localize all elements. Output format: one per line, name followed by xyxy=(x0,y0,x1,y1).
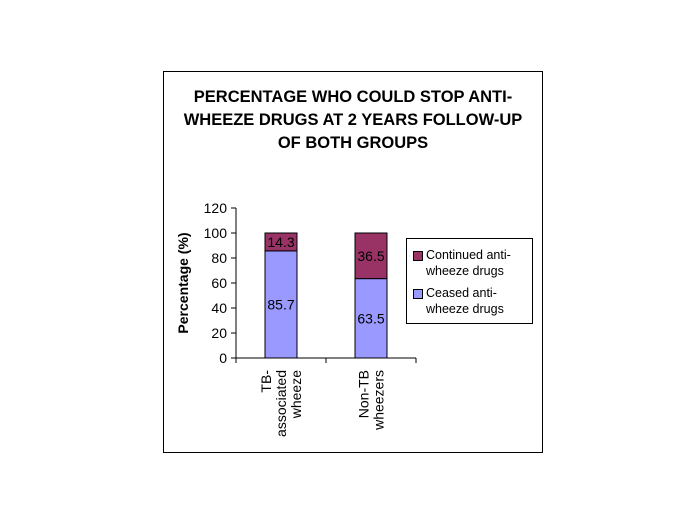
y-tick-label: 100 xyxy=(204,225,228,241)
y-tick-label: 60 xyxy=(211,275,227,291)
bar-segment xyxy=(354,278,388,359)
bar-segment xyxy=(264,250,298,359)
x-category-label-line: wheeze xyxy=(288,370,304,419)
y-axis-label: Percentage (%) xyxy=(175,232,191,333)
legend-label-continued: Continued anti-wheeze drugs xyxy=(426,248,511,278)
x-category-label: TB-associated wheeze xyxy=(258,370,304,437)
y-tick-label: 40 xyxy=(211,300,227,316)
legend-swatch-continued xyxy=(413,251,423,261)
x-category-label-line: Non-TB xyxy=(356,370,372,418)
legend-swatch-ceased xyxy=(413,289,423,299)
y-tick-label: 0 xyxy=(219,350,227,366)
bar-segment xyxy=(354,232,388,280)
x-category-label-line: wheezers xyxy=(371,370,387,431)
y-tick-label: 20 xyxy=(211,325,227,341)
x-category-label-line: associated xyxy=(273,370,289,437)
data-label: 85.7 xyxy=(267,296,294,312)
data-label: 36.5 xyxy=(357,248,384,264)
x-category-label: Non-TB wheezers xyxy=(356,370,387,431)
x-category-label-line: TB- xyxy=(258,370,274,393)
bar-segment xyxy=(264,232,298,252)
chart-title: PERCENTAGE WHO COULD STOP ANTI-WHEEZE DR… xyxy=(183,88,523,152)
data-label: 14.3 xyxy=(267,234,294,250)
y-tick-label: 80 xyxy=(211,250,227,266)
legend-label-ceased: Ceased anti-wheeze drugs xyxy=(426,286,504,316)
y-tick-label: 120 xyxy=(204,200,228,216)
chart-legend: Continued anti-wheeze drugs Ceased anti-… xyxy=(406,238,533,324)
data-label: 63.5 xyxy=(357,310,384,326)
